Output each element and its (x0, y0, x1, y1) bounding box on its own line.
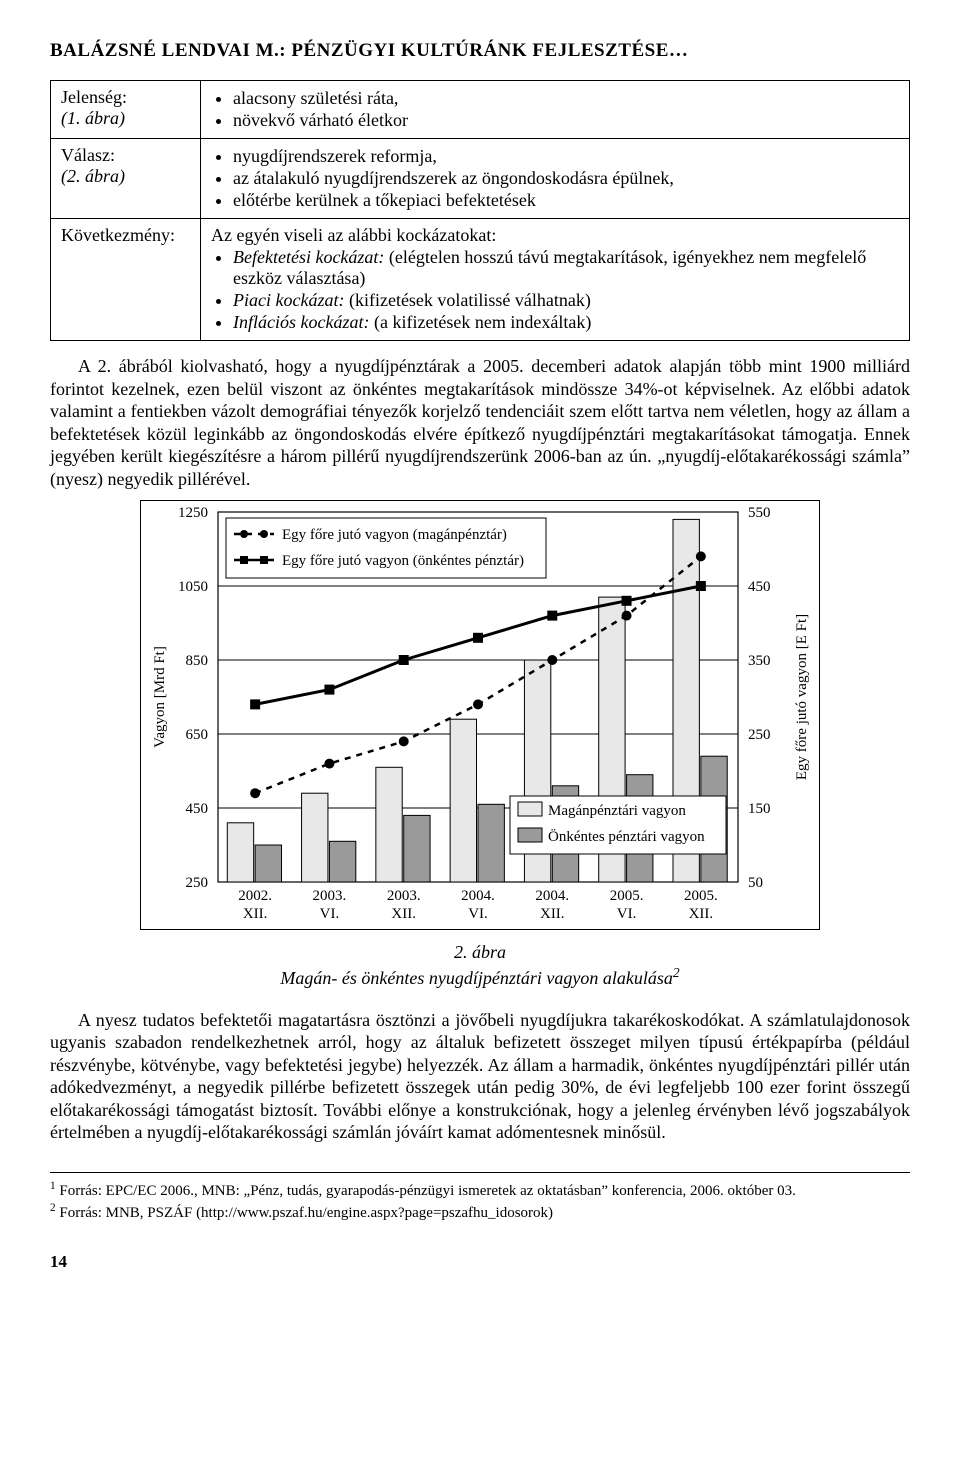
svg-text:VI.: VI. (320, 906, 340, 922)
svg-text:650: 650 (186, 727, 209, 743)
table-row: Jelenség: (1. ábra) alacsony születési r… (51, 81, 910, 139)
table-row: Válasz: (2. ábra) nyugdíjrendszerek refo… (51, 139, 910, 219)
svg-text:Önkéntes pénztári vagyon: Önkéntes pénztári vagyon (548, 828, 705, 845)
row-sublabel: (1. ábra) (61, 108, 125, 128)
svg-text:1250: 1250 (178, 505, 208, 521)
svg-text:1050: 1050 (178, 579, 208, 595)
list-item: Piaci kockázat: (kifizetések volatilissé… (233, 290, 899, 311)
svg-text:2005.: 2005. (610, 888, 644, 904)
page-number: 14 (50, 1252, 910, 1272)
svg-text:Magánpénztári vagyon: Magánpénztári vagyon (548, 803, 686, 819)
bullet-list: alacsony születési ráta, növekvő várható… (211, 88, 899, 131)
caption-text: Magán- és önkéntes nyugdíjpénztári vagyo… (280, 968, 672, 988)
table-row: Következmény: Az egyén viseli az alábbi … (51, 219, 910, 341)
list-item: Befektetési kockázat: (elégtelen hosszú … (233, 247, 899, 289)
svg-text:2002.: 2002. (238, 888, 272, 904)
svg-text:XII.: XII. (540, 906, 565, 922)
row-label: Jelenség: (61, 87, 127, 107)
paragraph-1: A 2. ábrából kiolvasható, hogy a nyugdíj… (50, 355, 910, 490)
footnote-2: 2 Forrás: MNB, PSZÁF (http://www.pszaf.h… (50, 1201, 910, 1224)
svg-text:2005.: 2005. (684, 888, 718, 904)
svg-text:VI.: VI. (468, 906, 488, 922)
svg-text:250: 250 (748, 727, 771, 743)
list-item: nyugdíjrendszerek reformja, (233, 146, 899, 167)
svg-text:450: 450 (748, 579, 771, 595)
bullet-list: Befektetési kockázat: (elégtelen hosszú … (211, 247, 899, 333)
svg-text:350: 350 (748, 653, 771, 669)
caption-number: 2. ábra (454, 942, 506, 962)
svg-text:250: 250 (186, 875, 209, 891)
list-item: alacsony születési ráta, (233, 88, 899, 109)
svg-text:550: 550 (748, 505, 771, 521)
svg-text:XII.: XII. (689, 906, 714, 922)
svg-text:VI.: VI. (617, 906, 637, 922)
figure-caption: 2. ábra Magán- és önkéntes nyugdíjpénztá… (50, 941, 910, 991)
svg-text:2004.: 2004. (535, 888, 569, 904)
svg-text:2003.: 2003. (313, 888, 347, 904)
svg-text:Egy főre jutó vagyon [E Ft]: Egy főre jutó vagyon [E Ft] (794, 614, 810, 780)
bullet-list: nyugdíjrendszerek reformja, az átalakuló… (211, 146, 899, 211)
footnote-1: 1 Forrás: EPC/EC 2006., MNB: „Pénz, tudá… (50, 1179, 910, 1202)
list-item: Inflációs kockázat: (a kifizetések nem i… (233, 312, 899, 333)
svg-text:150: 150 (748, 801, 771, 817)
row-sublabel: (2. ábra) (61, 166, 125, 186)
svg-text:50: 50 (748, 875, 763, 891)
svg-text:XII.: XII. (243, 906, 268, 922)
chart-svg: 250 450 650 850 1050 1250 50 150 250 350 450 550 200… (140, 500, 820, 930)
row-label: Következmény: (61, 225, 175, 245)
footnotes: 1 Forrás: EPC/EC 2006., MNB: „Pénz, tudá… (50, 1172, 910, 1224)
page-header: BALÁZSNÉ LENDVAI M.: PÉNZÜGYI KULTÚRÁNK … (50, 40, 910, 62)
list-item: növekvő várható életkor (233, 110, 899, 131)
list-item: előtérbe kerülnek a tőkepiaci befektetés… (233, 190, 899, 211)
svg-text:Vagyon [Mrd Ft]: Vagyon [Mrd Ft] (152, 646, 168, 748)
caption-footnote-ref: 2 (673, 965, 680, 980)
svg-text:2004.: 2004. (461, 888, 495, 904)
svg-text:850: 850 (186, 653, 209, 669)
svg-text:XII.: XII. (391, 906, 416, 922)
list-item: az átalakuló nyugdíjrendszerek az öngond… (233, 168, 899, 189)
svg-text:2003.: 2003. (387, 888, 421, 904)
svg-text:450: 450 (186, 801, 209, 817)
row-intro: Az egyén viseli az alábbi kockázatokat: (211, 225, 899, 246)
paragraph-2: A nyesz tudatos befektetői magatartásra … (50, 1009, 910, 1144)
row-label: Válasz: (61, 145, 115, 165)
svg-text:Egy főre jutó vagyon (önkéntes: Egy főre jutó vagyon (önkéntes pénztár) (282, 553, 524, 569)
chart-figure: 250 450 650 850 1050 1250 50 150 250 350 450 550 200… (140, 500, 820, 935)
definitions-table: Jelenség: (1. ábra) alacsony születési r… (50, 80, 910, 341)
svg-text:Egy főre jutó vagyon (magánpén: Egy főre jutó vagyon (magánpénztár) (282, 527, 507, 543)
